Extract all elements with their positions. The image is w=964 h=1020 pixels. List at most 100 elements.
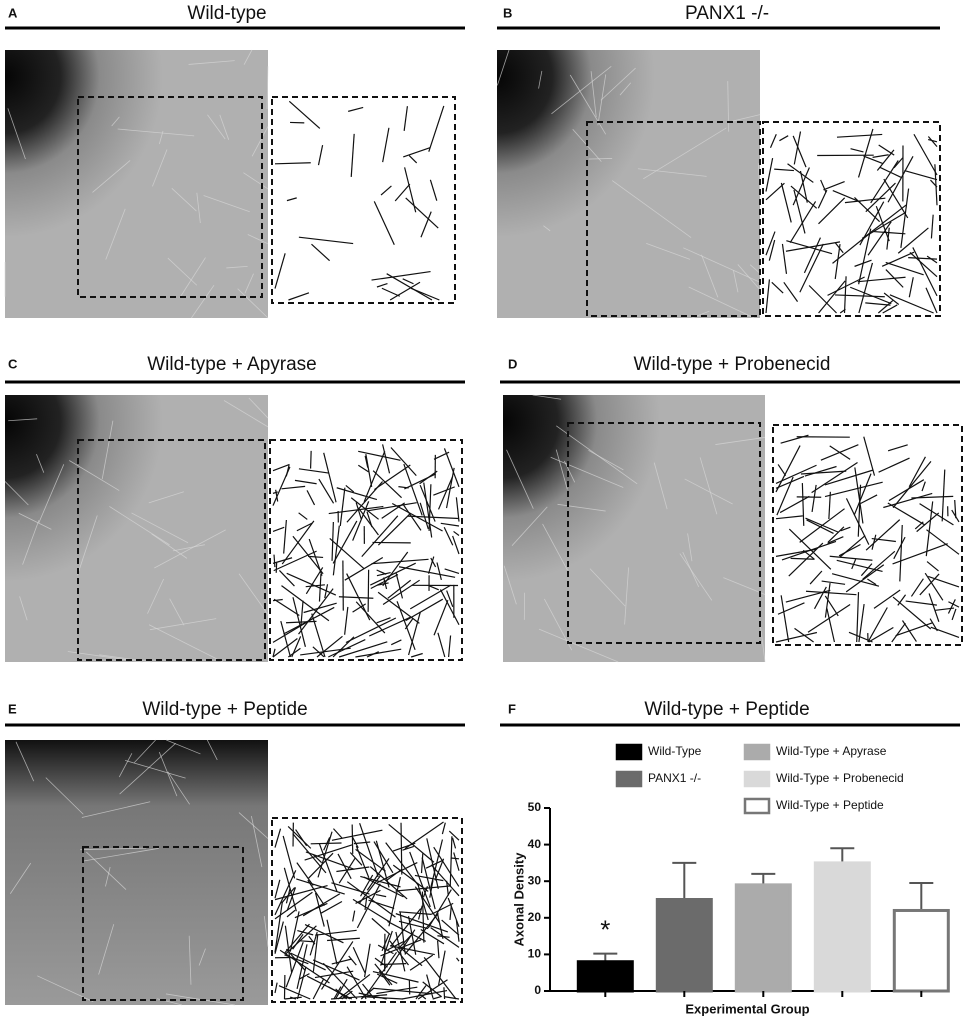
traced-axon: [367, 502, 417, 512]
traced-axon: [924, 572, 944, 601]
axon-trace: [557, 503, 606, 512]
traced-axon: [785, 241, 841, 252]
traced-axon: [430, 927, 460, 948]
traced-axon: [803, 237, 821, 274]
traced-axon: [402, 845, 415, 851]
traced-axon: [286, 197, 297, 202]
y-tick-label: 0: [534, 983, 541, 997]
traced-axon: [854, 467, 864, 524]
traced-axon: [287, 825, 312, 849]
axon-trace: [92, 160, 131, 193]
traced-axon: [925, 287, 938, 314]
traced-axon: [820, 179, 827, 193]
y-tick-label: 20: [528, 910, 542, 924]
traced-axon: [437, 476, 454, 510]
traced-axon: [854, 259, 872, 267]
traced-axon: [373, 201, 395, 246]
traced-axon: [374, 464, 411, 491]
traced-axon: [365, 453, 373, 487]
traced-axon: [446, 590, 454, 608]
traced-axon: [908, 456, 926, 488]
traced-axon: [329, 537, 365, 569]
traced-axon: [806, 519, 834, 534]
panel-letter: B: [503, 5, 512, 20]
traced-axon: [311, 613, 326, 658]
traced-axon: [320, 900, 343, 914]
axon-trace: [196, 192, 201, 224]
traced-axon: [430, 557, 437, 568]
axon-trace: [99, 654, 153, 663]
traced-axon: [272, 491, 278, 494]
traced-axon: [298, 236, 354, 245]
traced-axon: [783, 281, 799, 302]
traced-axon: [451, 837, 457, 849]
traced-axon: [843, 276, 847, 314]
traced-axon: [448, 830, 460, 841]
axon-trace: [191, 284, 215, 319]
traced-axon: [775, 475, 805, 489]
traced-axon: [426, 974, 434, 999]
axon-trace: [148, 624, 224, 663]
traced-axon: [274, 253, 286, 289]
axon-trace: [69, 460, 120, 491]
axon-trace: [198, 948, 206, 966]
traced-axon: [355, 848, 386, 872]
traced-axon: [399, 946, 423, 967]
traced-axon: [433, 846, 460, 887]
traced-axon: [421, 857, 436, 910]
traced-axon: [283, 519, 287, 554]
micrograph: [5, 50, 268, 318]
traced-axon: [309, 450, 312, 469]
traced-axon: [799, 170, 808, 203]
traced-axon: [420, 853, 424, 874]
bar-chart: F Wild-type + Peptide 0 10 20 30 40 50 Axonal De…: [500, 699, 960, 1016]
traced-axon: [858, 604, 865, 643]
axon-trace: [619, 82, 632, 96]
traced-axon: [410, 652, 423, 658]
traced-axon: [793, 189, 806, 234]
traced-axon: [422, 886, 429, 898]
panel-letter: D: [508, 356, 517, 371]
axon-trace: [203, 195, 250, 213]
traced-axon: [288, 292, 310, 301]
axon-trace: [219, 114, 230, 140]
traced-axon: [856, 592, 860, 643]
axon-trace: [687, 533, 693, 562]
traced-axon: [298, 973, 310, 980]
axon-trace: [238, 573, 269, 615]
axon-trace: [646, 243, 691, 260]
bar: [813, 861, 871, 993]
traced-axon: [879, 166, 902, 178]
axon-trace: [83, 847, 159, 862]
traced-axon: [882, 304, 898, 314]
axon-trace: [496, 49, 510, 86]
traced-axon: [331, 958, 352, 965]
traced-axon: [375, 893, 387, 898]
traced-axon: [919, 573, 940, 596]
y-tick-label: 40: [528, 837, 542, 851]
traced-axon: [865, 302, 891, 306]
traced-axon: [331, 829, 383, 841]
traced-axon: [366, 651, 379, 658]
axon-trace: [18, 512, 52, 530]
traced-axon: [328, 505, 384, 515]
traced-axon: [321, 941, 354, 990]
traced-axon: [840, 526, 851, 532]
traced-axon: [433, 486, 455, 496]
axon-trace: [117, 128, 195, 137]
traced-axon: [839, 308, 846, 314]
traced-axon: [272, 648, 276, 658]
traced-axon: [445, 467, 455, 509]
significance-marker: *: [600, 915, 610, 945]
traced-axon: [775, 445, 801, 493]
traced-axon: [403, 463, 423, 516]
traced-axon: [389, 945, 435, 956]
traced-axon: [366, 858, 390, 891]
y-axis-label: Axonal Density: [511, 852, 526, 947]
traced-axon: [887, 156, 914, 203]
inset-border: [271, 96, 456, 304]
traced-axon: [832, 233, 871, 264]
traced-axon: [883, 492, 933, 509]
traced-axon: [425, 860, 443, 869]
traced-axon: [817, 189, 828, 209]
